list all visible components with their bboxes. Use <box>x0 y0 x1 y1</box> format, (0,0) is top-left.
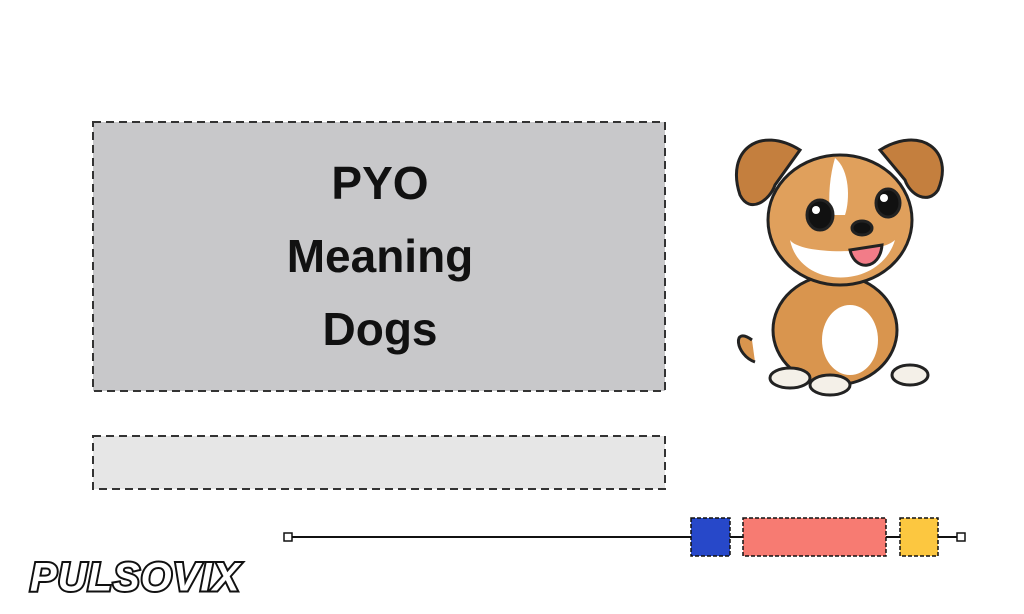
subtitle-box <box>92 435 666 490</box>
title-line: Meaning <box>287 230 474 282</box>
dog-illustration <box>734 138 944 397</box>
title-box <box>92 121 666 392</box>
logo: PULSOVIX <box>30 556 242 600</box>
title-line: Dogs <box>323 303 438 355</box>
timeline <box>283 517 966 557</box>
title-line: PYO <box>331 157 428 209</box>
